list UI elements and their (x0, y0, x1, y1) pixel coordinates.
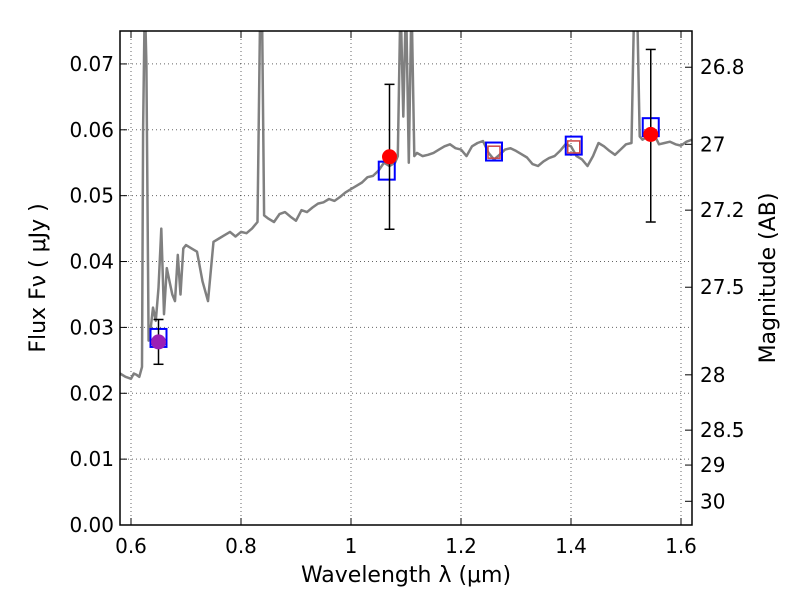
y-tick-label: 0.01 (69, 447, 114, 471)
model-flux-inner-square (567, 140, 581, 154)
y2-tick-label: 29 (700, 453, 725, 477)
x-tick-label: 1.6 (665, 534, 697, 558)
y2-tick-label: 27.2 (700, 198, 745, 222)
x-axis-label: Wavelength λ (μm) (301, 563, 511, 588)
y-axis: 0.00 0.01 0.02 0.03 0.04 0.05 0.06 0.07 (69, 52, 127, 537)
y2-tick-label: 27 (700, 132, 725, 156)
y2-tick-label: 30 (700, 489, 725, 513)
x-tick-label: 1 (345, 534, 358, 558)
y-tick-label: 0.07 (69, 52, 114, 76)
y2-axis-label: Magnitude (AB) (756, 193, 781, 364)
y2-tick-label: 27.5 (700, 275, 745, 299)
y-tick-label: 0.06 (69, 118, 114, 142)
spectrum-layer (120, 31, 692, 381)
points-layer (149, 48, 660, 366)
y-tick-label: 0.02 (69, 381, 114, 405)
x-axis: 0.6 0.8 1 1.2 1.4 1.6 (115, 31, 697, 558)
photometry-point (643, 126, 659, 142)
x-tick-label: 0.8 (225, 534, 257, 558)
y2-tick-label: 28 (700, 363, 725, 387)
model-flux-square (485, 141, 503, 162)
y-tick-label: 0.00 (69, 513, 114, 537)
template-spectrum-line (120, 31, 692, 381)
y-tick-label: 0.03 (69, 315, 114, 339)
y-tick-label: 0.05 (69, 184, 114, 208)
x-tick-label: 1.2 (445, 534, 477, 558)
photometry-point (151, 334, 166, 350)
y2-tick-label: 26.8 (700, 55, 745, 79)
model-flux-inner-square (487, 145, 501, 159)
grid-layer (120, 31, 692, 525)
x-tick-label: 1.4 (555, 534, 587, 558)
y2-axis: 26.8 27 27.2 27.5 28 28.5 29 30 (685, 55, 745, 513)
x-tick-label: 0.6 (115, 534, 147, 558)
model-flux-square (564, 135, 583, 156)
plot-frame (119, 30, 693, 526)
photometry-point (382, 149, 397, 165)
y-tick-label: 0.04 (69, 250, 114, 274)
y-axis-label: Flux Fν ( μJy ) (26, 203, 51, 352)
y2-tick-label: 28.5 (700, 418, 745, 442)
